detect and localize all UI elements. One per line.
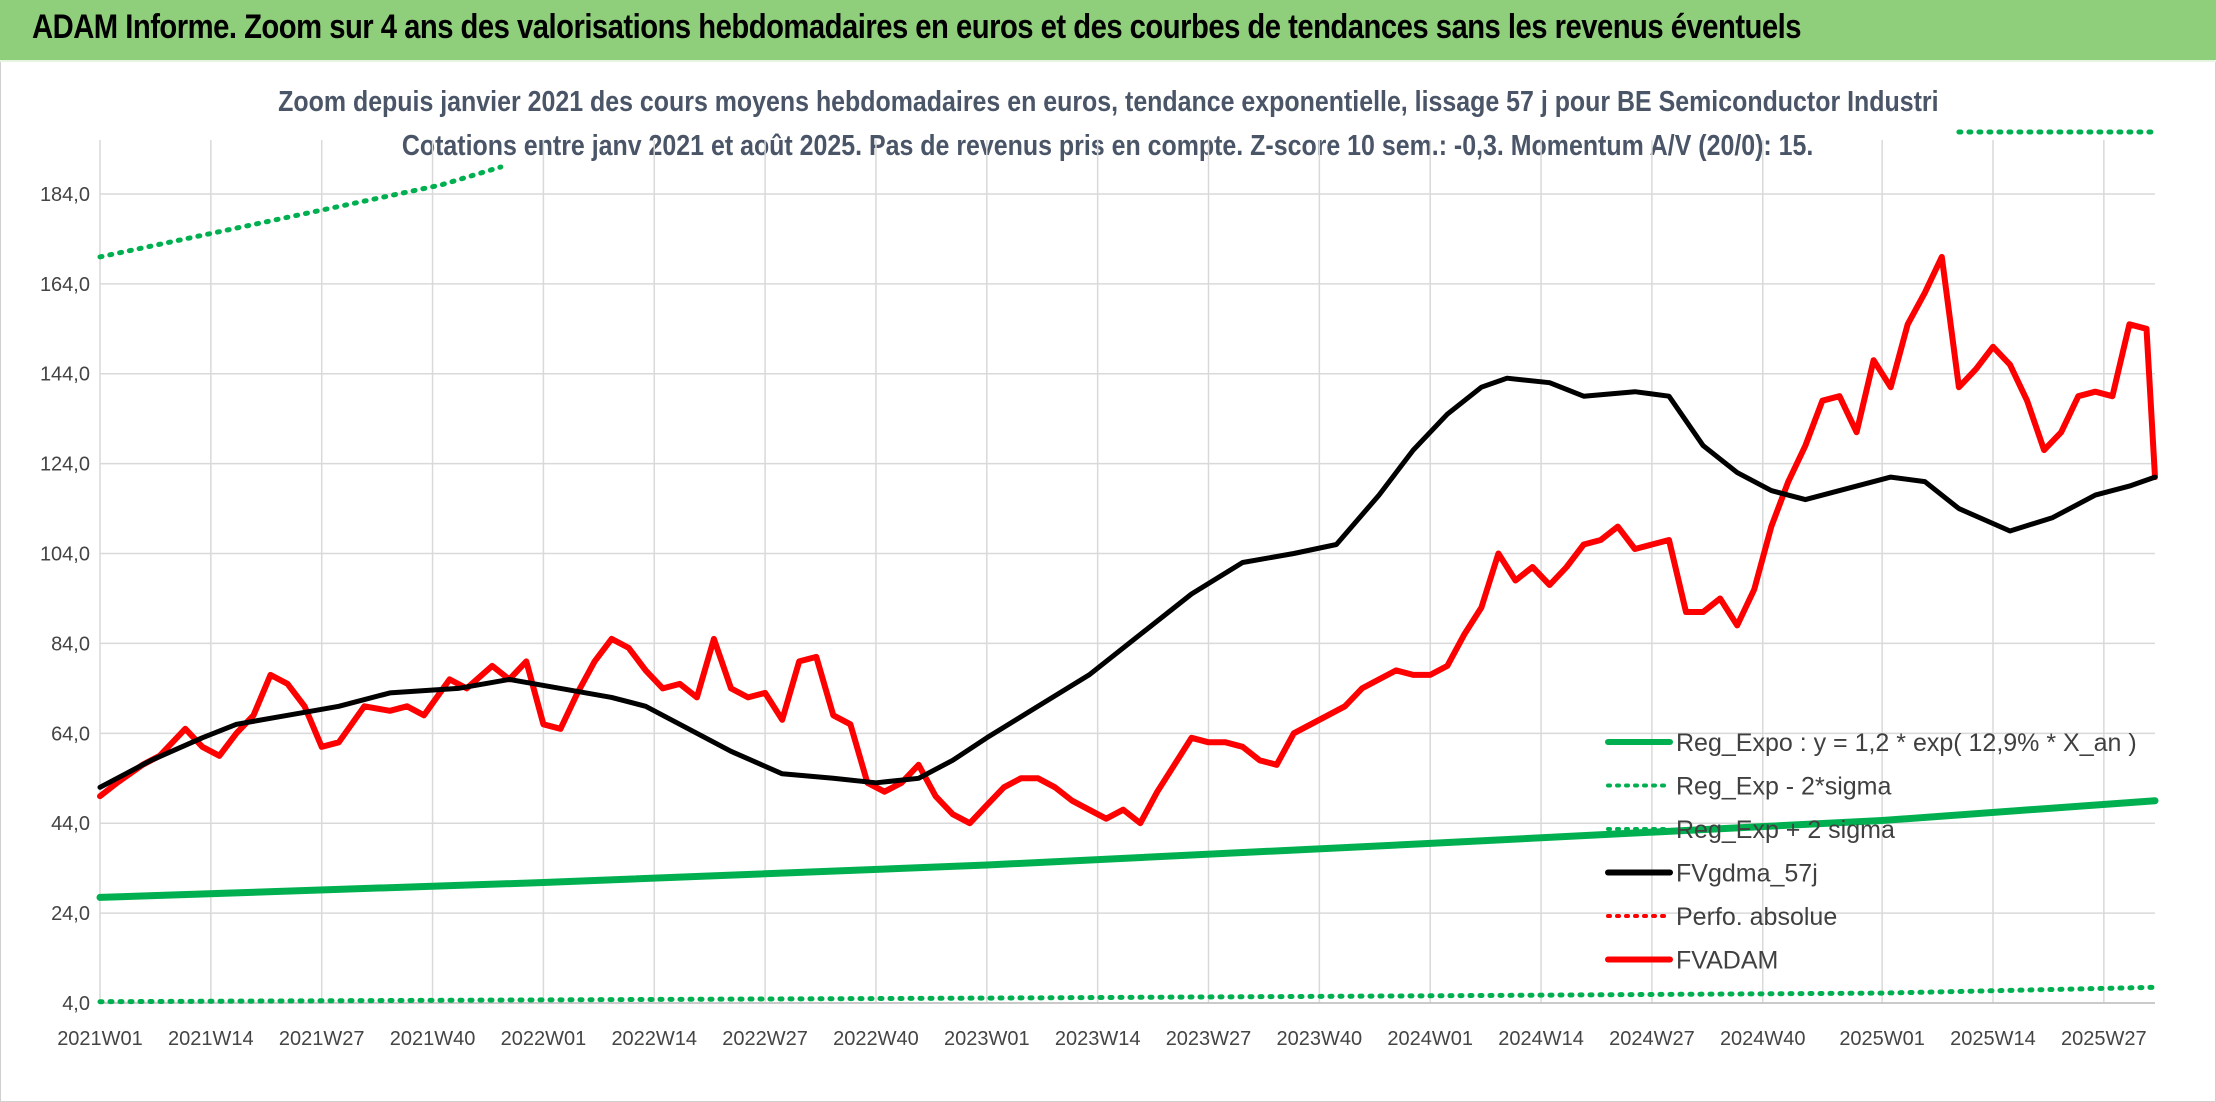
reg-expo-line	[96, 797, 2159, 901]
y-tick-label: 124,0	[40, 454, 90, 476]
y-tick-label: 64,0	[51, 723, 90, 745]
x-tick-label: 2024W27	[1609, 1028, 1695, 1050]
x-tick-label: 2021W40	[390, 1028, 476, 1050]
fvgdma-57j-line	[97, 375, 2158, 790]
x-tick-label: 2023W01	[944, 1028, 1030, 1050]
legend-item-label: Reg_Exp - 2*sigma	[1676, 773, 1891, 801]
x-tick-label: 2024W40	[1720, 1028, 1806, 1050]
x-tick-label: 2022W01	[501, 1028, 587, 1050]
y-tick-label: 184,0	[40, 184, 90, 206]
fvadam-line	[97, 253, 2158, 827]
legend: Reg_Expo : y = 1,2 * exp( 12,9% * X_an )…	[1605, 729, 2137, 975]
reg-exp-minus-2sigma-line	[97, 984, 2158, 1005]
x-tick-label: 2021W27	[279, 1028, 365, 1050]
x-tick-label: 2022W27	[722, 1028, 808, 1050]
x-tick-label: 2022W40	[833, 1028, 919, 1050]
x-tick-label: 2023W27	[1166, 1028, 1252, 1050]
grid-lines	[99, 140, 2155, 1004]
y-tick-label: 104,0	[40, 544, 90, 566]
x-tick-label: 2025W01	[1839, 1028, 1925, 1050]
x-axis-ticks: 2021W01 2021W14 2021W27 2021W40 2022W01 2022W…	[57, 1028, 2146, 1050]
y-tick-label: 24,0	[51, 903, 90, 925]
y-tick-label: 4,0	[62, 993, 90, 1015]
legend-item-label: FVADAM	[1676, 947, 1778, 975]
x-tick-label: 2022W14	[611, 1028, 697, 1050]
legend-item-label: Reg_Exp + 2 sigma	[1676, 816, 1895, 844]
legend-item-label: Reg_Expo : y = 1,2 * exp( 12,9% * X_an )	[1676, 729, 2137, 757]
y-tick-label: 84,0	[51, 633, 90, 655]
legend-item-label: Perfo. absolue	[1676, 903, 1837, 931]
x-tick-label: 2023W14	[1055, 1028, 1141, 1050]
series-lines	[96, 129, 2159, 1005]
reg-exp-plus-2sigma-line	[97, 164, 504, 260]
x-tick-label: 2024W01	[1387, 1028, 1473, 1050]
x-tick-label: 2023W40	[1277, 1028, 1363, 1050]
chart-title-text: Zoom depuis janvier 2021 des cours moyen…	[277, 86, 1939, 118]
x-tick-label: 2021W01	[57, 1028, 143, 1050]
chart-title: Zoom depuis janvier 2021 des cours moyen…	[0, 86, 2216, 119]
header-banner: ADAM Informe. Zoom sur 4 ans des valoris…	[0, 0, 2216, 62]
page-title: ADAM Informe. Zoom sur 4 ans des valoris…	[32, 8, 1802, 46]
y-tick-label: 144,0	[40, 364, 90, 386]
y-tick-label: 44,0	[51, 813, 90, 835]
y-tick-label: 164,0	[40, 274, 90, 296]
x-tick-label: 2025W14	[1950, 1028, 2036, 1050]
chart-subtitle-text: Cotations entre janv 2021 et août 2025. …	[402, 130, 1814, 162]
chart-subtitle: Cotations entre janv 2021 et août 2025. …	[0, 130, 2216, 163]
y-axis-ticks: 4,0 24,0 44,0 64,0 84,0 104,0 124,0 144,0 164,0 1…	[40, 184, 90, 1015]
x-tick-label: 2021W14	[168, 1028, 254, 1050]
legend-item-label: FVgdma_57j	[1676, 860, 1818, 888]
x-tick-label: 2024W14	[1498, 1028, 1584, 1050]
x-tick-label: 2025W27	[2061, 1028, 2147, 1050]
